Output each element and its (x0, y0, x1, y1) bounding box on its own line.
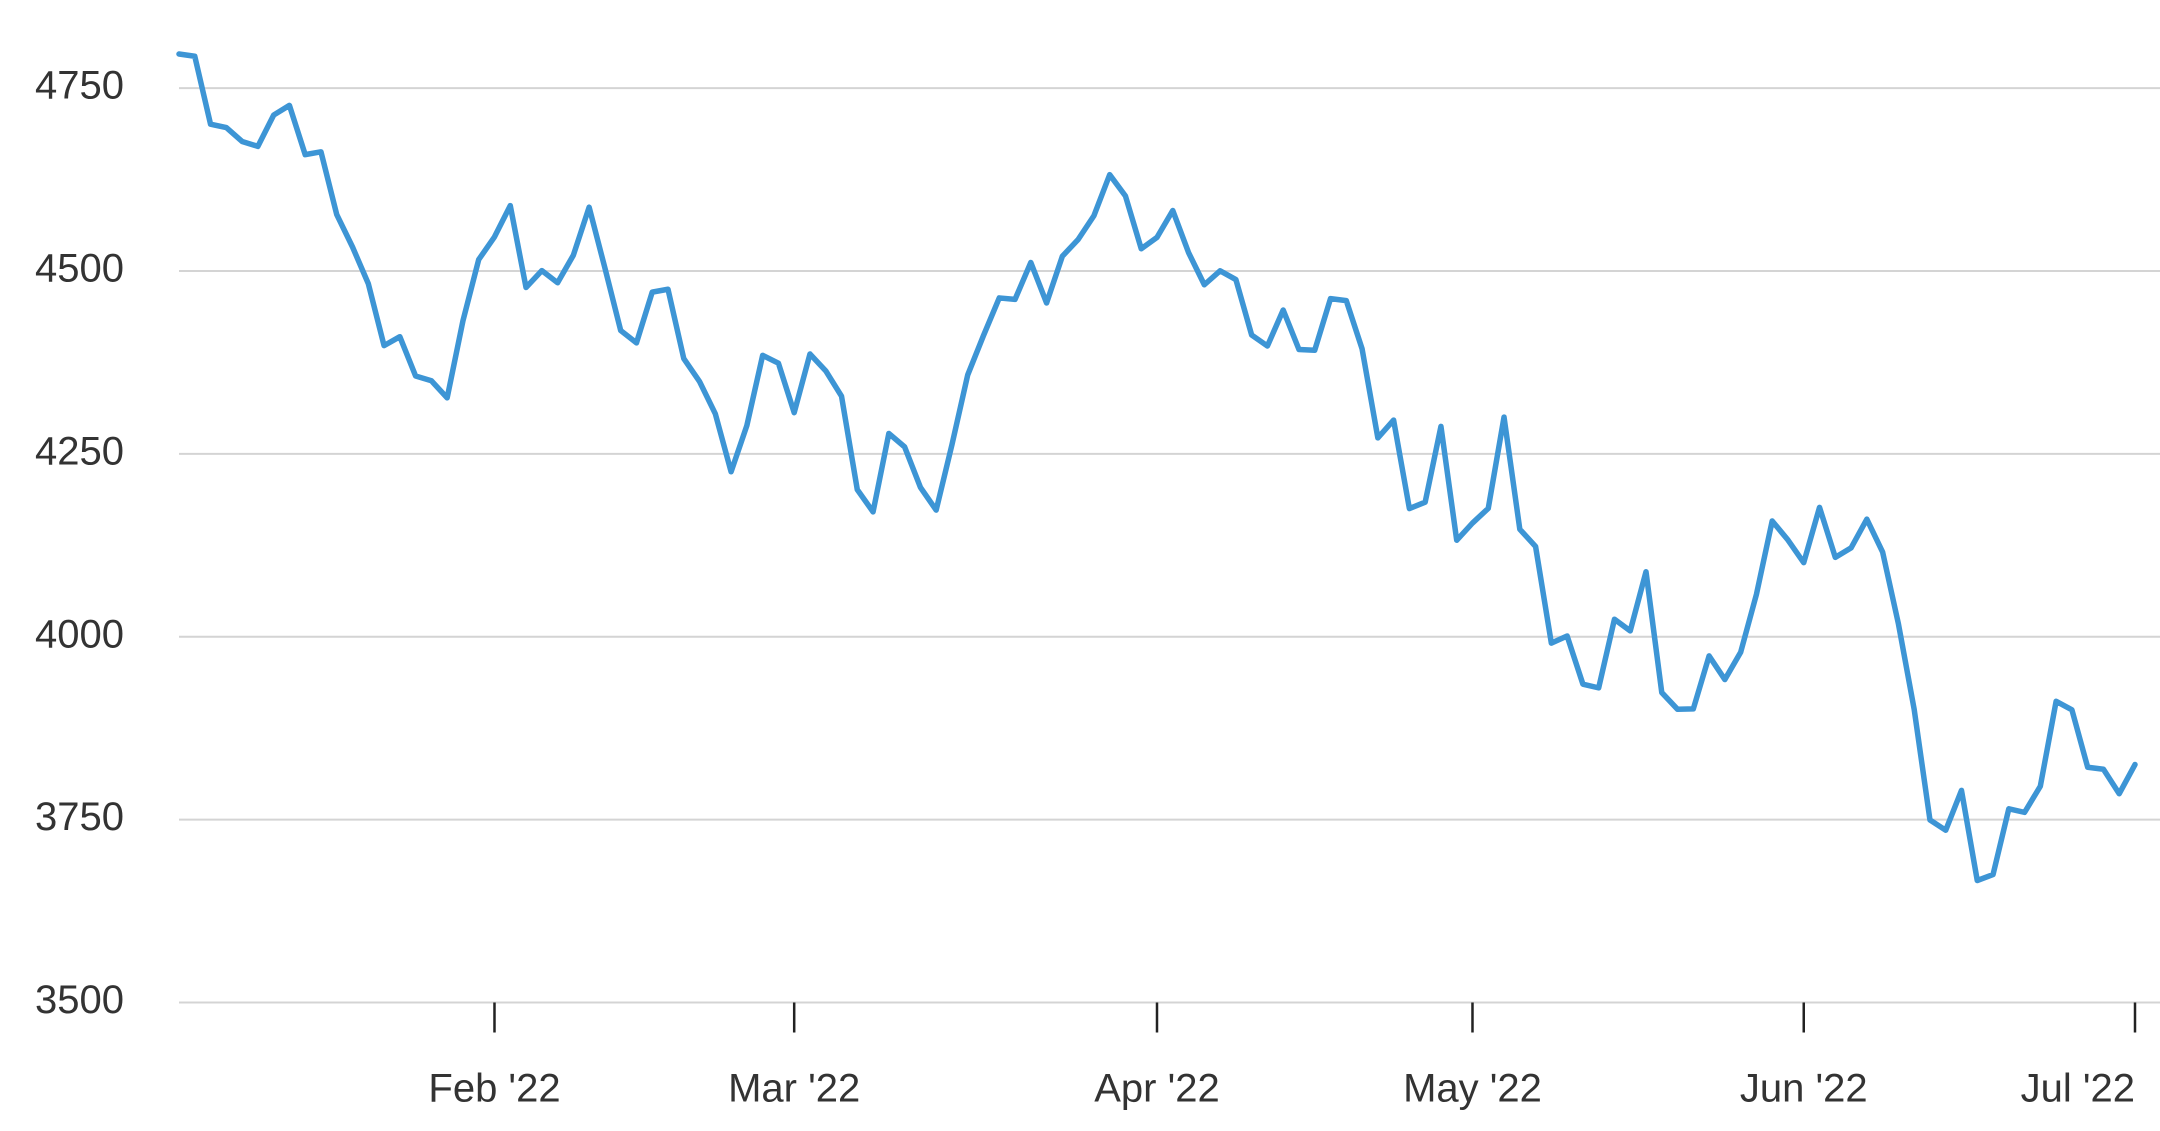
y-tick-label: 4250 (35, 429, 124, 473)
y-tick-label: 3750 (35, 795, 124, 839)
y-tick-label: 4000 (35, 612, 124, 656)
x-tick-label: Jun '22 (1740, 1067, 1868, 1111)
price-line (176, 51, 2138, 884)
y-tick-label: 4750 (35, 64, 124, 108)
x-tick-label: Apr '22 (1094, 1067, 1220, 1111)
y-tick-label: 4500 (35, 247, 124, 291)
x-tick-label: Feb '22 (428, 1067, 560, 1111)
x-tick-label: Jul '22 (2021, 1067, 2135, 1111)
x-tick-label: Mar '22 (728, 1067, 860, 1111)
x-tick-label: May '22 (1403, 1067, 1542, 1111)
y-tick-label: 3500 (35, 978, 124, 1022)
